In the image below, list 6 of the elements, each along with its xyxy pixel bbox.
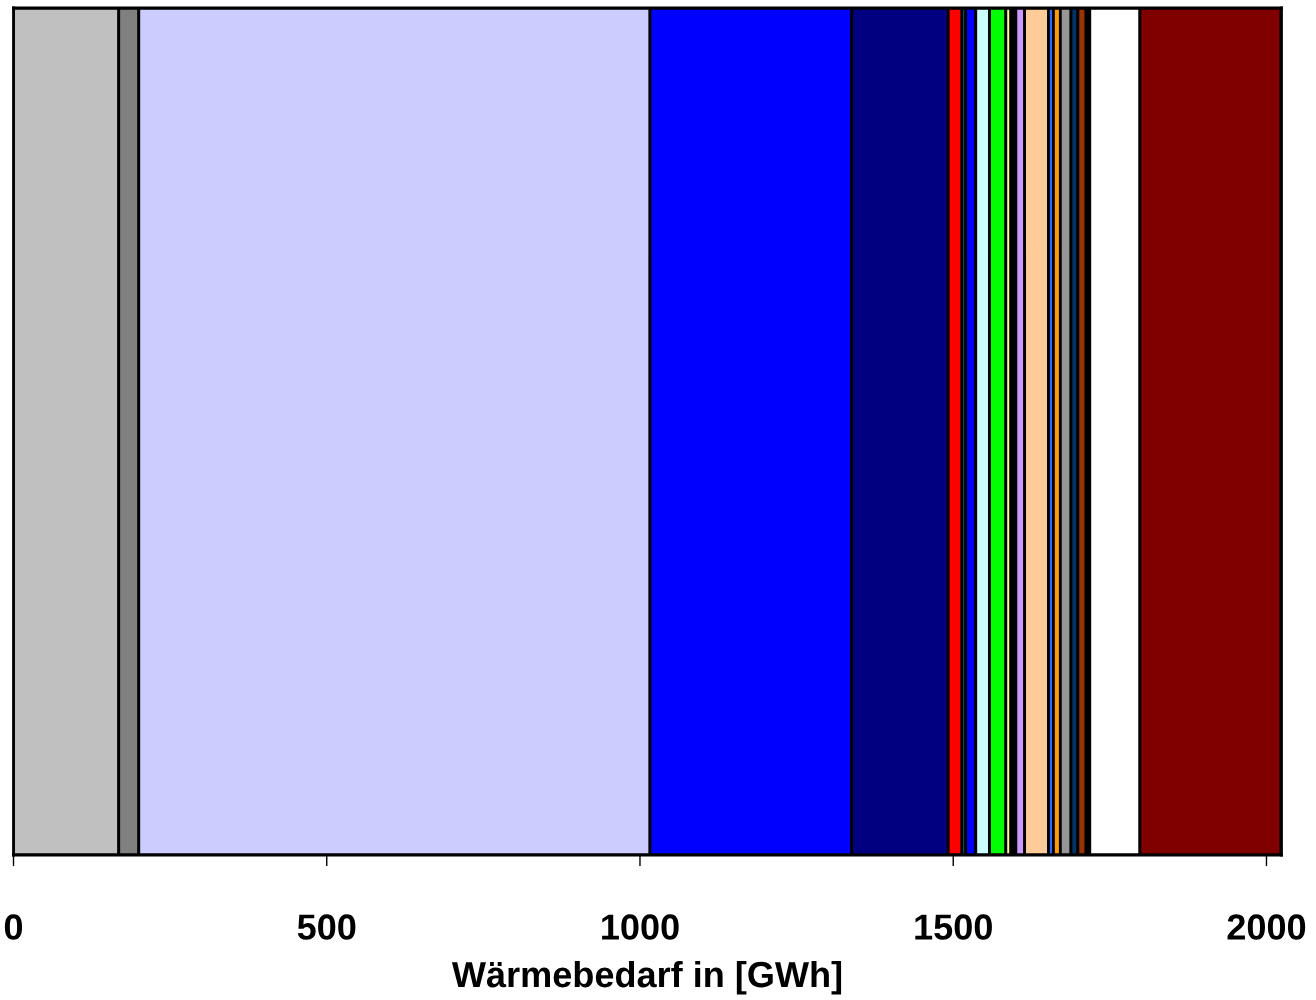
x-axis-title: Wärmebedarf in [GWh] bbox=[451, 960, 842, 995]
x-tick-label: 2000 bbox=[1227, 914, 1306, 940]
x-tick-label: 1000 bbox=[602, 914, 679, 940]
x-tick-label: 500 bbox=[297, 914, 356, 940]
x-tick-label: 0 bbox=[4, 914, 23, 940]
x-tick-label: 1500 bbox=[915, 914, 992, 940]
